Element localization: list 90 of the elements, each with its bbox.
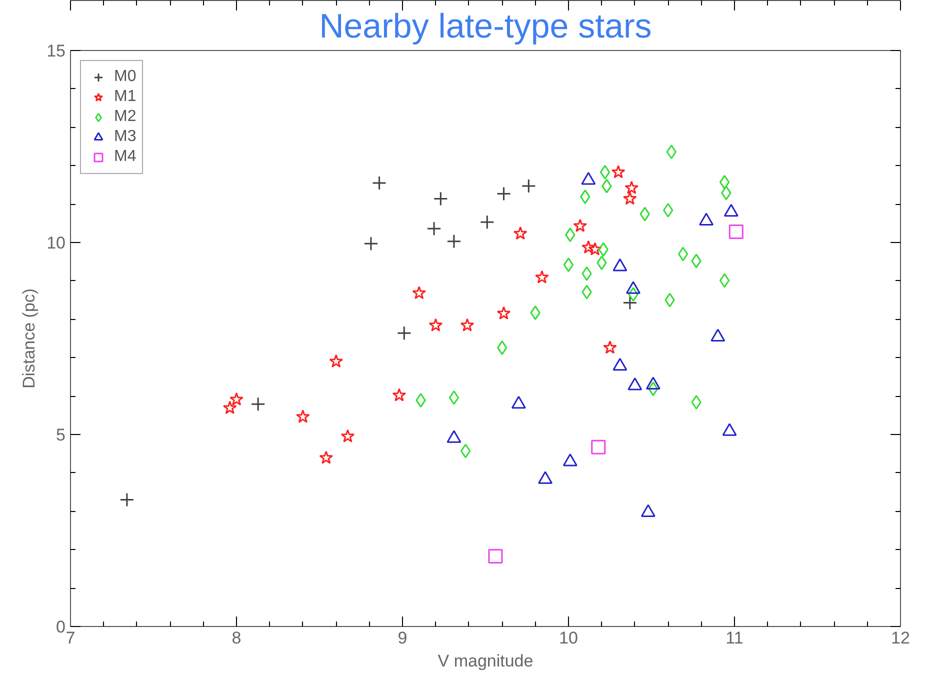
point <box>396 326 412 340</box>
point <box>611 164 626 178</box>
point <box>446 430 462 443</box>
point <box>588 242 602 256</box>
x-tick-label: 10 <box>559 628 578 648</box>
point <box>535 270 549 284</box>
point <box>392 388 406 402</box>
point <box>612 358 628 371</box>
legend-label: M3 <box>114 128 136 146</box>
point <box>628 287 638 302</box>
point <box>581 240 596 254</box>
point <box>602 178 612 194</box>
point <box>624 180 639 194</box>
x-tick-label: 11 <box>726 628 744 648</box>
point <box>596 256 607 270</box>
point <box>538 471 553 484</box>
point <box>582 266 592 281</box>
point <box>648 382 658 396</box>
legend-label: M0 <box>114 68 136 86</box>
point <box>496 186 512 201</box>
point <box>412 286 426 300</box>
point <box>640 504 656 517</box>
point <box>710 328 726 342</box>
point <box>511 396 526 409</box>
x-tick-label: 7 <box>66 628 76 648</box>
point <box>721 186 732 200</box>
point <box>563 258 574 272</box>
point <box>666 144 677 160</box>
point <box>582 284 592 300</box>
y-tick-label: 0 <box>56 618 66 636</box>
point <box>448 390 460 405</box>
point <box>120 492 134 508</box>
point <box>329 354 344 368</box>
legend-label: M4 <box>114 148 136 166</box>
y-tick-label: 15 <box>46 42 66 60</box>
y-tick-label: 10 <box>46 234 66 252</box>
point <box>364 236 378 251</box>
point <box>530 306 540 320</box>
point <box>488 548 503 564</box>
point <box>664 292 675 308</box>
point <box>640 206 650 222</box>
point <box>622 296 638 310</box>
point <box>622 191 637 205</box>
point <box>460 318 474 332</box>
point <box>691 394 702 410</box>
point <box>678 246 688 262</box>
point <box>513 226 528 240</box>
point <box>603 340 617 354</box>
point <box>521 178 536 194</box>
point <box>230 392 244 406</box>
point <box>372 176 387 190</box>
point <box>691 254 702 268</box>
point <box>428 318 443 332</box>
point <box>573 218 588 232</box>
legend-label: M2 <box>114 108 136 126</box>
point <box>663 202 674 218</box>
point <box>480 214 494 230</box>
x-tick-label: 9 <box>398 628 408 648</box>
point <box>626 281 640 294</box>
legend-label: M1 <box>114 88 136 106</box>
x-tick-label: 12 <box>891 628 910 648</box>
chart-title: Nearby late-type stars <box>319 8 652 46</box>
point <box>728 224 744 239</box>
point <box>565 228 576 242</box>
point <box>598 242 608 257</box>
point <box>340 429 355 442</box>
point <box>296 410 310 423</box>
point <box>250 396 266 412</box>
point <box>496 306 511 320</box>
point <box>600 164 610 180</box>
point <box>628 377 642 390</box>
point <box>497 340 508 355</box>
x-axis-title: V magnitude <box>438 652 534 670</box>
point <box>446 234 462 249</box>
point <box>460 444 471 458</box>
point <box>719 273 730 288</box>
point <box>319 450 334 464</box>
x-tick-label: 8 <box>232 628 242 648</box>
point <box>222 400 237 414</box>
point <box>722 423 737 436</box>
point <box>426 221 442 236</box>
y-axis-title: Distance (pc) <box>20 288 39 389</box>
point <box>580 190 590 204</box>
point <box>562 454 578 466</box>
point <box>719 174 730 190</box>
point <box>646 376 660 390</box>
point <box>416 393 426 408</box>
point <box>591 440 606 454</box>
point <box>433 191 448 206</box>
y-tick-label: 5 <box>56 426 66 444</box>
